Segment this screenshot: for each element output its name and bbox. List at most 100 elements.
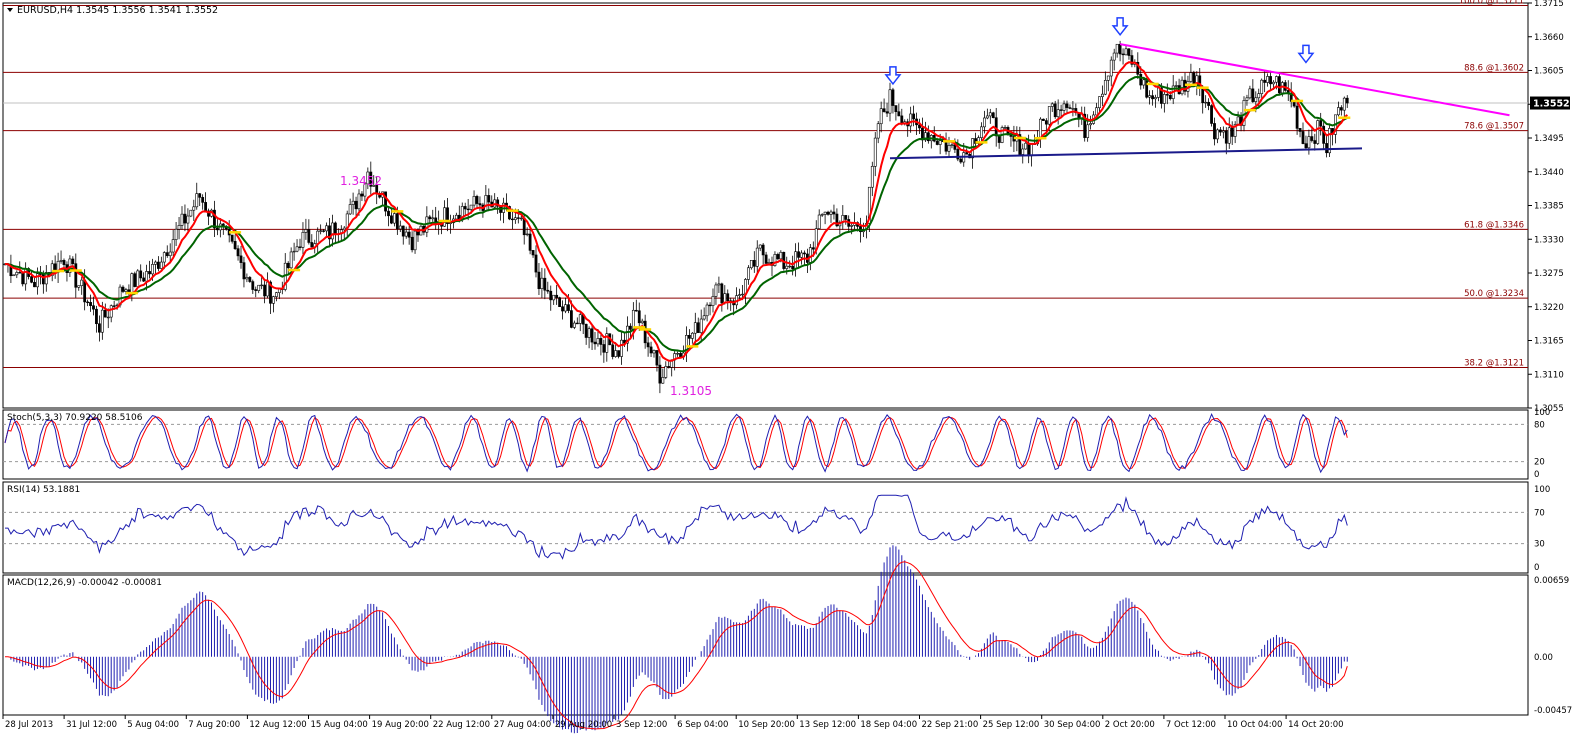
candle-body — [357, 193, 361, 210]
candle-body — [151, 264, 154, 275]
candle-body — [260, 284, 264, 287]
candle-body — [50, 263, 54, 276]
candle-body — [1089, 123, 1093, 126]
candle-body — [537, 271, 541, 289]
candle-body — [454, 214, 458, 220]
time-tick-label: 28 Jul 2013 — [5, 720, 53, 730]
fibonacci-levels: 100.0 @1.3711 88.6 @1.3602 78.6 @1.3507 61.… — [3, 0, 1528, 369]
candle-body — [319, 230, 323, 232]
candle-body — [86, 301, 90, 304]
time-tick-label: 13 Sep 12:00 — [799, 720, 856, 730]
candle-body — [909, 113, 913, 127]
price-tick-label: 1.3055 — [1534, 404, 1564, 414]
candle-body — [286, 262, 290, 269]
trend-lines[interactable] — [889, 43, 1510, 160]
candle-body — [1180, 79, 1184, 95]
candle-body — [519, 217, 523, 220]
price-tick-label: 1.3110 — [1534, 370, 1564, 380]
candle-body — [1165, 94, 1169, 96]
candle-body — [1295, 105, 1299, 129]
candle-body — [77, 285, 81, 288]
candle-body — [1050, 103, 1054, 107]
candle-body — [233, 241, 237, 249]
candle-body — [755, 247, 759, 267]
down-arrow-icon — [884, 66, 902, 86]
candle-body — [667, 366, 671, 368]
candle-body — [80, 279, 84, 287]
candle-body — [230, 234, 234, 242]
candle-body — [372, 185, 376, 187]
candle-body — [351, 200, 355, 205]
candle-body — [304, 229, 308, 233]
candle-body — [894, 105, 898, 113]
candle-body — [752, 260, 756, 267]
price-tick-label: 1.3660 — [1534, 33, 1564, 43]
candle-body — [888, 89, 892, 114]
candle-body — [168, 251, 172, 257]
candle-body — [985, 115, 989, 119]
main-price-panel[interactable] — [2, 2, 1529, 409]
candle-body — [401, 225, 405, 237]
candle-body — [711, 296, 715, 306]
candle-body — [109, 305, 113, 318]
candle-body — [738, 294, 741, 296]
candle-body — [92, 305, 95, 310]
candle-body — [1260, 79, 1264, 94]
candle-body — [800, 252, 803, 258]
candle-body — [561, 306, 564, 312]
candle-body — [1251, 88, 1255, 102]
candle-body — [41, 273, 45, 285]
candle-body — [779, 251, 783, 260]
rsi-tick-label: 100 — [1534, 485, 1550, 495]
candle-body — [1103, 80, 1107, 95]
candle-body — [354, 200, 358, 210]
candle-body — [469, 204, 473, 210]
candle-body — [564, 304, 567, 312]
time-tick-label: 7 Aug 20:00 — [188, 720, 240, 730]
candle-body — [398, 225, 402, 230]
macd-tick-label: 0.00659 — [1534, 576, 1569, 586]
candle-body — [626, 325, 629, 344]
candle-body — [413, 230, 417, 251]
candle-body — [646, 342, 650, 348]
candle-body — [74, 263, 78, 288]
candle-body — [876, 123, 880, 139]
time-tick-label: 7 Oct 12:00 — [1166, 720, 1216, 730]
candle-body — [873, 137, 877, 167]
candle-body — [1168, 94, 1172, 99]
candle-body — [251, 281, 255, 290]
candle-body — [699, 318, 703, 333]
candle-body — [714, 284, 718, 297]
candle-body — [543, 277, 547, 291]
candle-body — [1216, 129, 1219, 140]
candle-body — [844, 215, 848, 220]
candle-body — [1151, 95, 1154, 100]
stoch-tick-label: 100 — [1534, 408, 1550, 418]
candle-body — [528, 233, 532, 251]
candle-body — [71, 258, 75, 264]
chart-menu-triangle-icon[interactable] — [7, 8, 13, 12]
candle-body — [192, 206, 196, 211]
candle-body — [885, 111, 889, 114]
candle-body — [696, 322, 700, 333]
candle-body — [552, 294, 556, 301]
candle-body — [702, 315, 706, 320]
candle-body — [18, 272, 22, 274]
time-tick-label: 6 Sep 04:00 — [677, 720, 728, 730]
time-tick-label: 10 Sep 20:00 — [738, 720, 795, 730]
candle-body — [142, 277, 146, 282]
time-tick-label: 31 Jul 12:00 — [66, 720, 117, 730]
time-tick-label: 27 Aug 04:00 — [494, 720, 551, 730]
candle-body — [578, 314, 582, 324]
rsi-panel[interactable] — [2, 481, 1529, 574]
candle-body — [717, 283, 721, 286]
candle-body — [333, 222, 337, 235]
fib-label-1: 88.6 @1.3602 — [1464, 63, 1524, 73]
candle-body — [947, 145, 951, 152]
macd-tick-label: 0.00 — [1534, 653, 1553, 663]
candle-body — [1162, 94, 1166, 104]
candle-body — [1319, 120, 1323, 127]
price-tick-label: 1.3495 — [1534, 134, 1564, 144]
